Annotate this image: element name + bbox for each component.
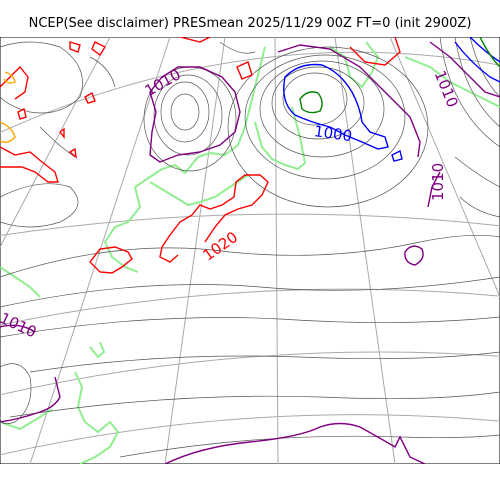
isobar-1030 xyxy=(0,71,16,144)
isobar-1020 xyxy=(0,37,401,274)
isobar-1000 xyxy=(283,37,500,162)
low-core xyxy=(299,37,500,114)
label-1010-e: 1010 xyxy=(429,163,447,201)
map-title: NCEP(See disclaimer) PRESmean 2025/11/29… xyxy=(28,16,472,31)
label-1000: 1000 xyxy=(313,122,353,145)
isobar-1010 xyxy=(0,41,500,464)
pressure-map: 1010 1010 1010 1010 1000 1020 xyxy=(0,37,500,464)
graticule-parallels xyxy=(0,51,500,456)
